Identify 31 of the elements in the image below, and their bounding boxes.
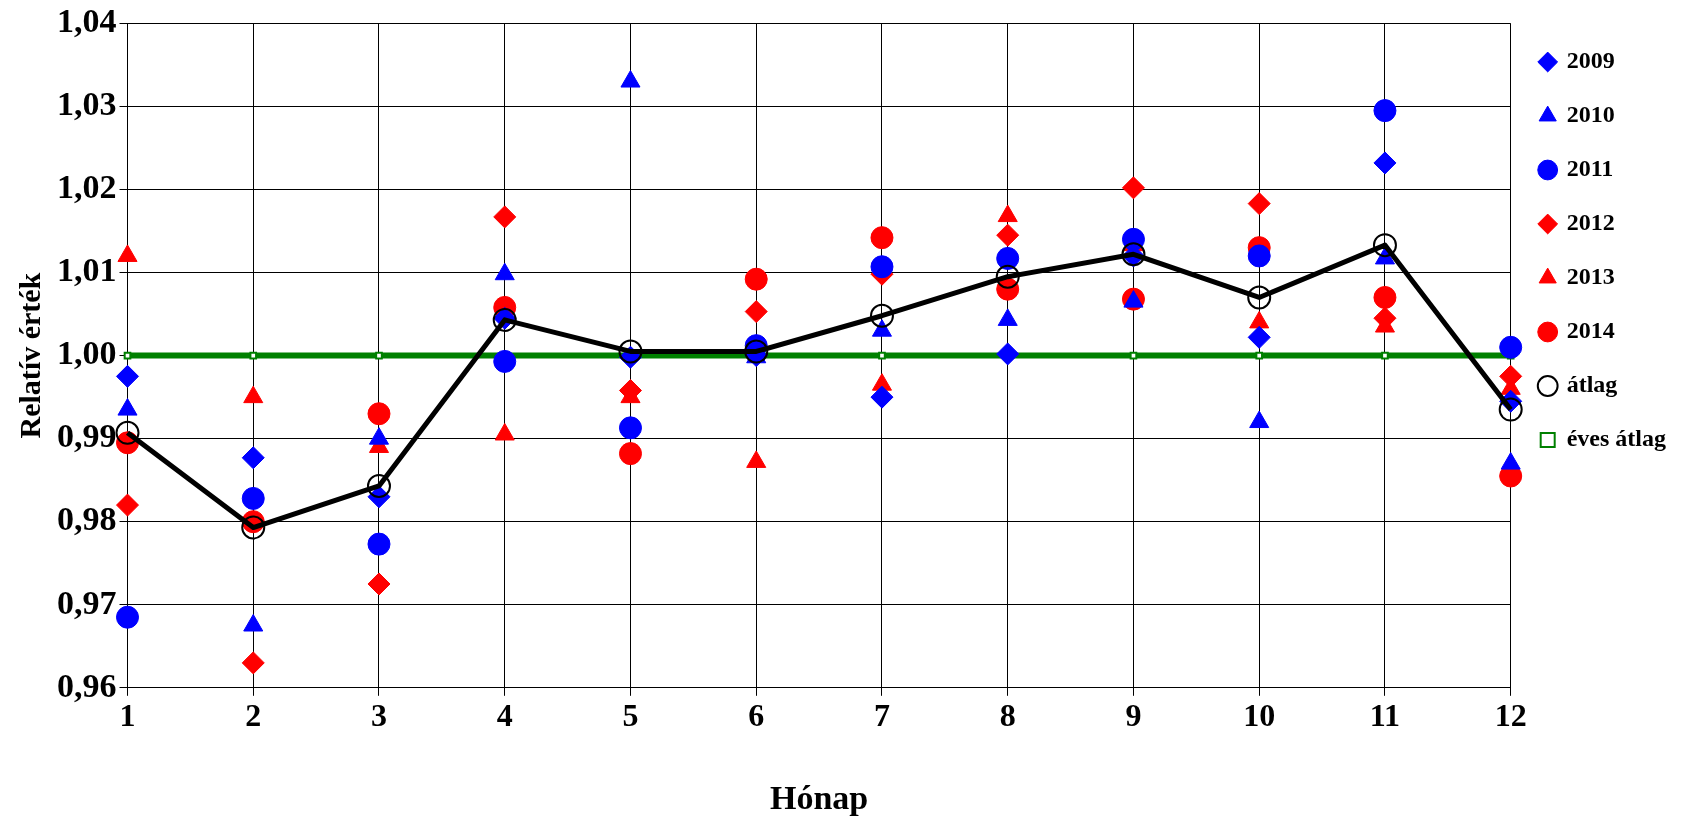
legend-label: átlag bbox=[1566, 371, 1618, 398]
y-tick-label: 0,97 bbox=[57, 583, 117, 621]
x-tick-label: 6 bbox=[748, 697, 765, 734]
x-tick-label: 3 bbox=[370, 697, 387, 734]
y-tick-label: 1,01 bbox=[57, 251, 117, 289]
y-tick-label: 1,04 bbox=[57, 2, 117, 40]
y-tick-label: 1,00 bbox=[57, 334, 117, 372]
legend-label: 2011 bbox=[1566, 155, 1614, 182]
y-tick-label: 0,96 bbox=[57, 666, 117, 704]
x-tick-label: 7 bbox=[873, 697, 890, 734]
y-tick-label: 0,99 bbox=[57, 417, 117, 455]
y-axis-title: Relatív érték bbox=[12, 272, 46, 439]
legend-label: 2013 bbox=[1566, 263, 1615, 290]
x-tick-label: 9 bbox=[1125, 697, 1142, 734]
x-axis-title: Hónap bbox=[769, 779, 869, 817]
legend-label: 2010 bbox=[1566, 101, 1615, 128]
x-tick-label: 10 bbox=[1243, 697, 1276, 734]
legend-label: 2012 bbox=[1566, 209, 1615, 236]
x-tick-label: 8 bbox=[999, 697, 1016, 734]
legend-label: 2014 bbox=[1566, 317, 1615, 344]
x-tick-label: 2 bbox=[245, 697, 262, 734]
legend-label: éves átlag bbox=[1566, 425, 1667, 452]
x-tick-label: 4 bbox=[496, 697, 513, 734]
x-tick-label: 11 bbox=[1369, 697, 1401, 734]
x-tick-label: 5 bbox=[622, 697, 639, 734]
y-tick-label: 0,98 bbox=[57, 500, 117, 538]
x-tick-label: 12 bbox=[1494, 697, 1527, 734]
y-tick-label: 1,02 bbox=[57, 168, 117, 206]
y-tick-label: 1,03 bbox=[57, 85, 117, 123]
x-tick-label: 1 bbox=[119, 697, 136, 734]
legend-label: 2009 bbox=[1566, 47, 1615, 74]
